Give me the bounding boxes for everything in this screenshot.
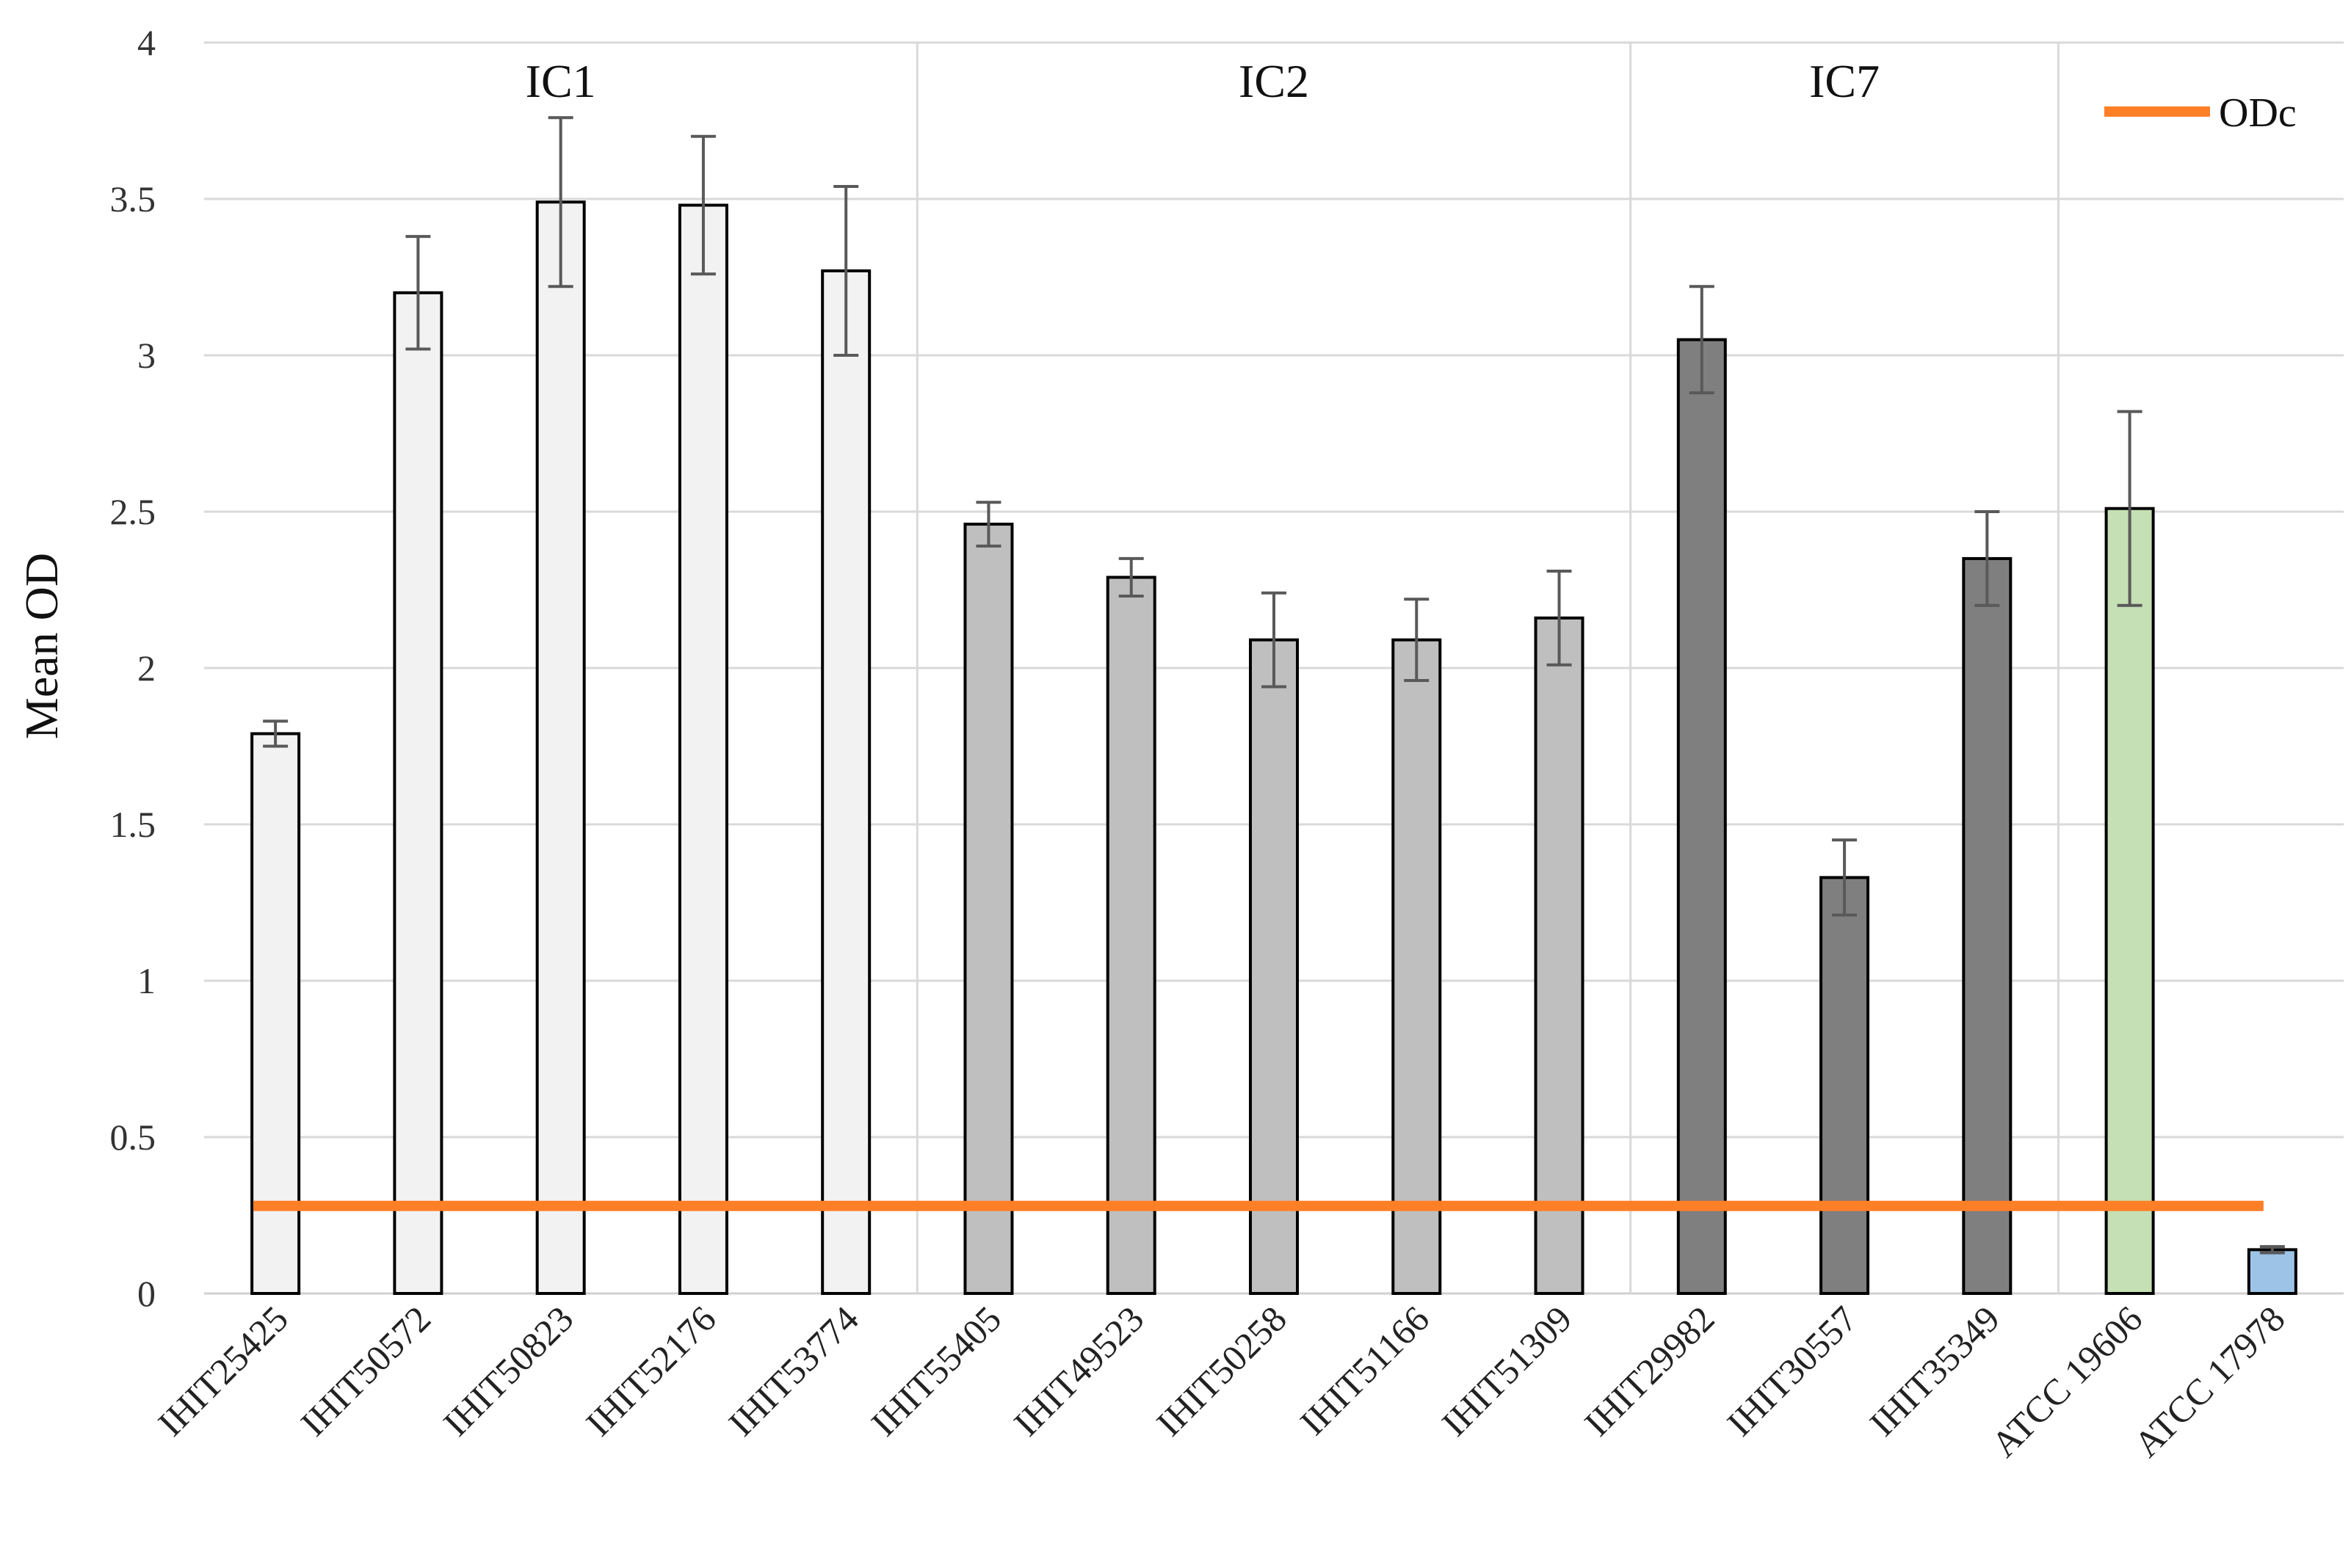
x-tick-label: IHIT35349 xyxy=(1861,1298,2007,1444)
x-tick-label: IHIT51166 xyxy=(1292,1298,1437,1442)
x-tick-label: IHIT55405 xyxy=(863,1298,1010,1444)
group-label: IC2 xyxy=(1239,55,1309,107)
bar xyxy=(821,269,872,1296)
group-label: IC1 xyxy=(526,55,596,107)
x-tick-label: IHIT50258 xyxy=(1148,1298,1294,1444)
bar xyxy=(1249,638,1299,1295)
y-tick-label: 3.5 xyxy=(110,178,156,219)
error-bars xyxy=(263,116,2285,1255)
x-tick-label: IHIT30557 xyxy=(1719,1298,1865,1444)
y-tick-label: 1 xyxy=(137,960,156,1001)
y-tick-label: 0.5 xyxy=(110,1117,156,1158)
x-tick-label: IHIT49523 xyxy=(1006,1298,1152,1444)
x-tick-label: ATCC 19606 xyxy=(1983,1298,2150,1464)
legend: ODc xyxy=(2104,90,2297,136)
bar xyxy=(2104,507,2155,1295)
y-tick-label: 2 xyxy=(137,647,156,689)
y-tick-labels: 0 0.5 1 1.5 2 2.5 3 3.5 4 xyxy=(110,22,156,1314)
x-tick-label: IHIT25425 xyxy=(150,1298,296,1444)
y-tick-label: 0 xyxy=(137,1273,156,1314)
bar xyxy=(1962,556,2013,1295)
x-tick-label: IHIT53774 xyxy=(720,1298,866,1444)
bar xyxy=(393,291,443,1295)
x-tick-label: IHIT51309 xyxy=(1434,1298,1580,1444)
y-tick-label: 3 xyxy=(137,335,156,376)
bar xyxy=(1819,876,1870,1296)
y-axis-title: Mean OD xyxy=(15,553,68,739)
y-tick-label: 2.5 xyxy=(110,491,156,532)
bar xyxy=(250,732,301,1295)
bar xyxy=(1106,576,1156,1295)
bar xyxy=(1676,338,1727,1296)
bar xyxy=(1534,616,1584,1295)
group-label: IC7 xyxy=(1809,55,1880,107)
bar xyxy=(963,523,1014,1295)
bars xyxy=(250,200,2297,1296)
bar xyxy=(678,203,728,1295)
x-tick-labels: IHIT25425IHIT50572IHIT50823IHIT52176IHIT… xyxy=(150,1298,2292,1464)
y-tick-label: 4 xyxy=(137,22,156,63)
group-labels: IC1 IC2 IC7 xyxy=(526,55,1880,107)
bar xyxy=(2247,1248,2297,1295)
x-tick-label: IHIT52176 xyxy=(578,1298,724,1444)
x-tick-label: IHIT50823 xyxy=(435,1298,582,1444)
y-tick-label: 1.5 xyxy=(110,804,156,845)
x-tick-label: ATCC 17978 xyxy=(2126,1298,2292,1464)
x-tick-label: IHIT50572 xyxy=(293,1298,439,1444)
bar xyxy=(1391,638,1442,1295)
bar xyxy=(535,200,586,1295)
x-tick-label: IHIT29982 xyxy=(1576,1298,1723,1444)
legend-label-odc: ODc xyxy=(2219,90,2297,136)
group-separators xyxy=(916,43,2060,1293)
